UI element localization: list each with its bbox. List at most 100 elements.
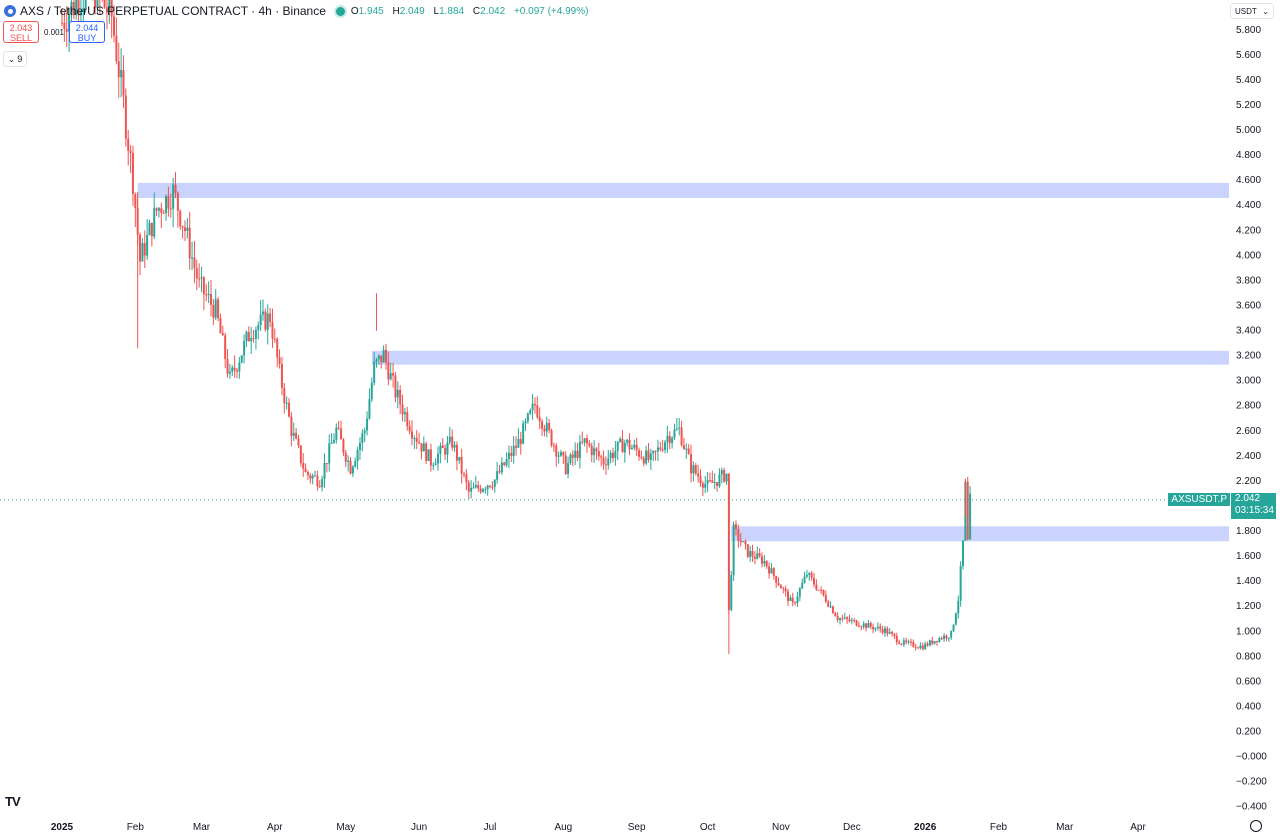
candle-body (434, 463, 437, 465)
candle-body (597, 451, 600, 457)
candle-body (725, 473, 728, 482)
y-tick-label: 4.000 (1236, 250, 1261, 261)
candle-body (940, 638, 943, 640)
symbol-tag: AXSUSDT.P (1168, 493, 1230, 506)
chevron-down-icon: ⌄ (7, 53, 16, 64)
candle-body (883, 628, 886, 633)
candle-body (557, 455, 560, 457)
candle-body (493, 479, 496, 487)
y-tick-label: 1.200 (1236, 601, 1261, 612)
candle-body (628, 439, 631, 450)
candle-body (63, 22, 66, 29)
candle-body (638, 450, 641, 457)
candle-body (290, 416, 293, 436)
candle-body (245, 331, 248, 342)
candle-body (314, 475, 317, 477)
currency-select[interactable]: USDT ⌄ (1230, 3, 1274, 19)
candle-body (933, 640, 936, 644)
candle-body (699, 476, 702, 484)
y-tick-label: 2.200 (1236, 476, 1261, 487)
candle-body (742, 541, 745, 543)
candle-body (347, 460, 350, 462)
high-label: H (392, 5, 400, 17)
candle-body (153, 208, 156, 237)
candle-body (831, 606, 834, 614)
candle-body (952, 624, 955, 632)
zone-3[interactable] (731, 526, 1229, 542)
candle-body (384, 349, 387, 363)
candle-body (150, 222, 153, 237)
buy-price: 2.044 (75, 23, 99, 33)
candle-body (318, 486, 321, 488)
x-tick-label: May (336, 822, 355, 833)
candle-body (127, 138, 130, 151)
candle-body (836, 616, 839, 621)
candle-body (323, 463, 326, 479)
candle-body (656, 447, 659, 452)
candle-body (602, 457, 605, 465)
candle-body (550, 430, 553, 446)
candle-body (543, 428, 546, 432)
candle-body (460, 456, 463, 474)
zone-1[interactable] (137, 182, 1230, 198)
candle-body (500, 462, 503, 473)
candle-body (517, 438, 520, 448)
x-tick-label: 2026 (914, 822, 937, 833)
candle-body (332, 440, 335, 443)
candle-body (297, 438, 300, 446)
candle-body (751, 550, 754, 557)
candle-body (113, 16, 116, 36)
candle-body (619, 438, 622, 442)
y-tick-label: 2.600 (1236, 426, 1261, 437)
spread-value: 0.001 (43, 27, 65, 37)
candle-body (966, 481, 969, 540)
candle-body (75, 0, 78, 16)
candle-body (172, 184, 175, 209)
candle-body (486, 485, 489, 490)
candle-body (295, 432, 298, 439)
candle-body (529, 410, 532, 414)
candle-body (817, 589, 820, 591)
candle-body (704, 483, 707, 488)
candle-body (186, 227, 189, 231)
candle-body (805, 575, 808, 577)
candle-body (207, 294, 210, 296)
tradingview-logo[interactable]: TV (5, 794, 21, 809)
candle-body (533, 403, 536, 406)
candle-body (820, 589, 823, 591)
candle-body (796, 596, 799, 603)
buy-button[interactable]: 2.044 BUY (69, 21, 105, 43)
indicators-toggle-button[interactable]: ⌄ 9 (3, 51, 27, 67)
candle-body (432, 464, 435, 466)
y-tick-label: 3.800 (1236, 275, 1261, 286)
zone-2[interactable] (371, 350, 1229, 365)
candle-body (212, 304, 215, 318)
candle-body (84, 0, 87, 9)
y-tick-label: 5.400 (1236, 75, 1261, 86)
candle-body (675, 428, 678, 430)
candle-body (562, 452, 565, 456)
symbol-title[interactable]: AXS / TetherUS PERPETUAL CONTRACT · 4h ·… (20, 4, 326, 18)
price-axis: 5.800 5.600 5.400 5.200 5.000 4.800 4.600 4.400… (1236, 25, 1267, 813)
candle-body (437, 453, 440, 464)
candle-body (957, 600, 960, 614)
candle-body (928, 640, 931, 646)
time-axis: 2025 Feb Mar Apr May Jun Jul Aug Sep Oct Nov Dec 202… (51, 822, 1147, 833)
candle-body (299, 445, 302, 464)
x-tick-label: Oct (700, 822, 716, 833)
candle-body (846, 617, 849, 620)
candle-body (510, 452, 513, 456)
candle-body (278, 357, 281, 365)
candle-body (117, 61, 120, 78)
change-value: +0.097 (+4.99%) (513, 5, 589, 17)
candle-body (330, 442, 333, 444)
y-tick-label: 4.400 (1236, 200, 1261, 211)
candle-body (94, 0, 97, 9)
candle-body (730, 575, 733, 611)
sell-button[interactable]: 2.043 SELL (3, 21, 39, 43)
buy-label: BUY (77, 33, 97, 43)
gear-icon[interactable] (1250, 820, 1262, 832)
candle-body (366, 418, 369, 431)
candle-body (396, 389, 399, 398)
